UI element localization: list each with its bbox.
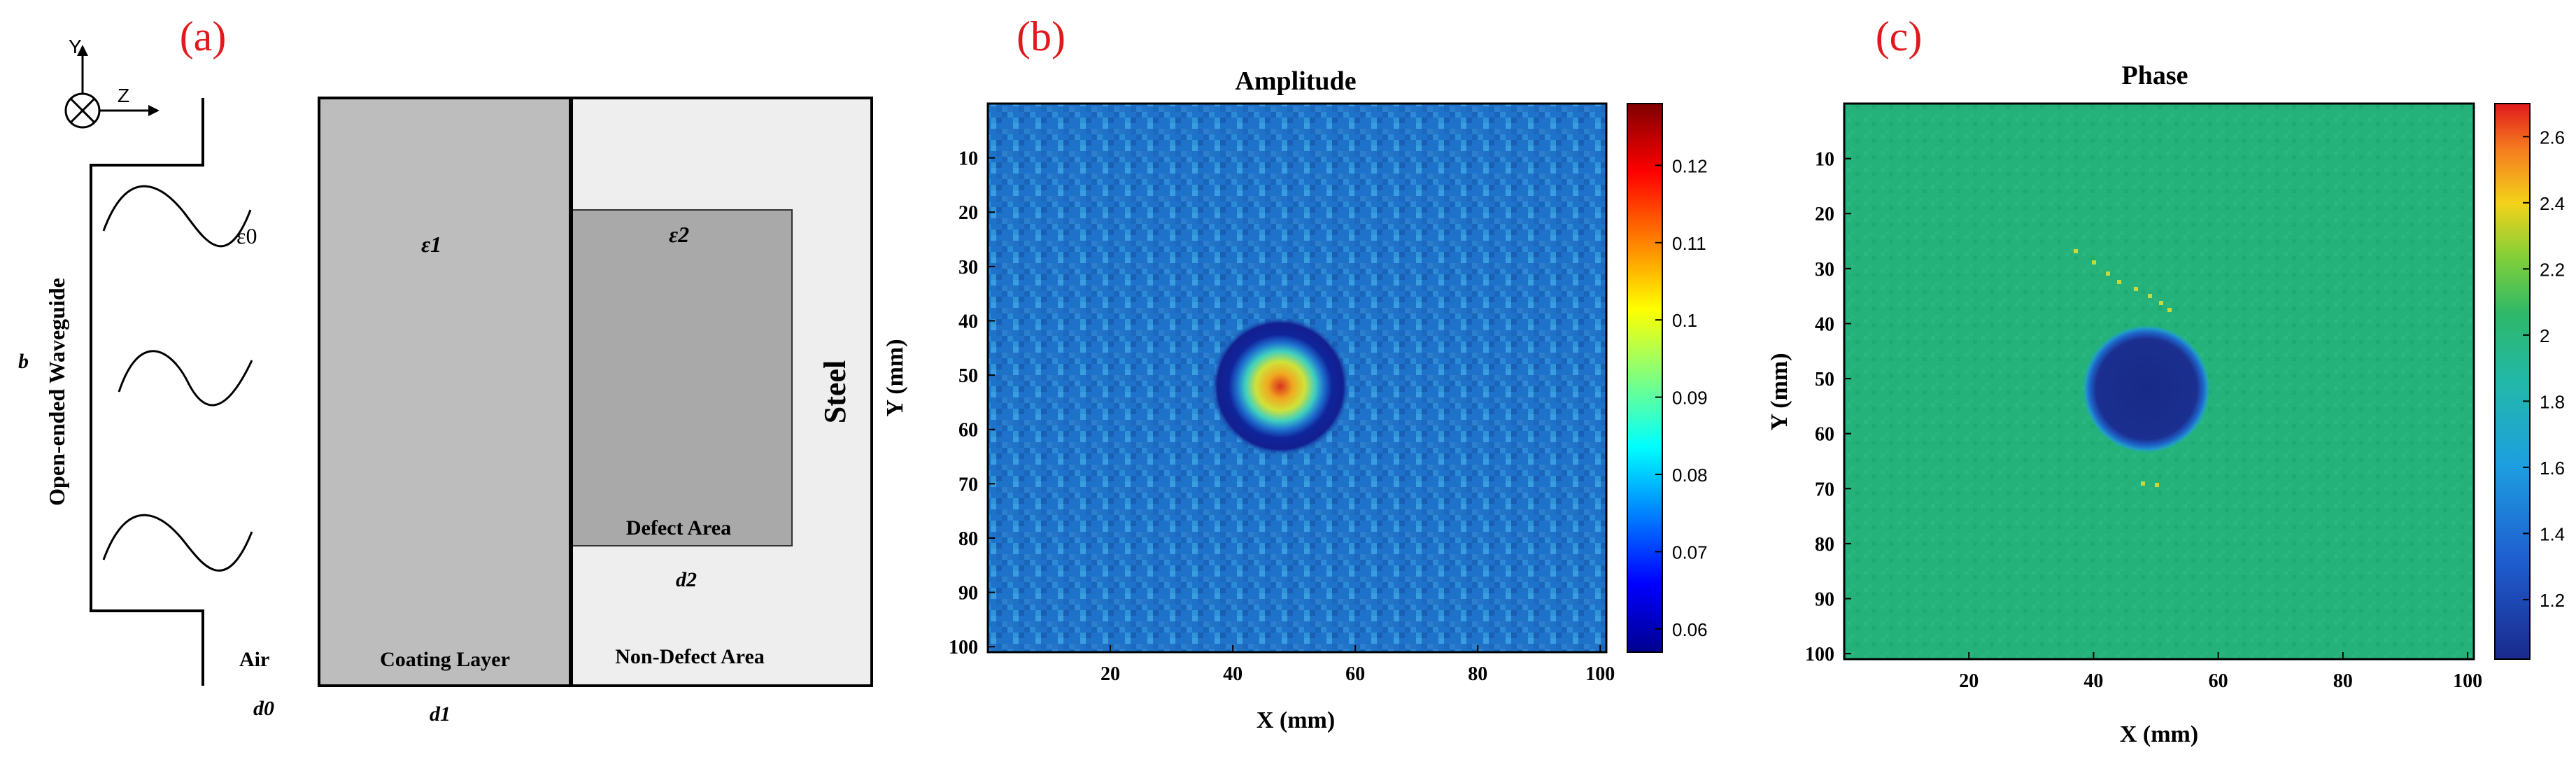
amp-cb-tick-label: 0.06 (1672, 619, 1708, 640)
axis-z-label: Z (118, 85, 129, 106)
amp-xtick-label: 100 (1585, 663, 1615, 685)
eps1-label: ε1 (421, 232, 441, 257)
phase-ytick-label: 10 (1815, 149, 1834, 171)
d1-label: d1 (430, 703, 451, 726)
amp-cb-tick-label: 0.11 (1672, 233, 1706, 254)
b-label: b (18, 350, 29, 373)
amp-cb-tick-label: 0.08 (1672, 465, 1708, 486)
air-label: Air (239, 648, 269, 671)
phase-ytick-label: 50 (1815, 369, 1834, 390)
axes-icon (64, 45, 160, 129)
d2-label: d2 (676, 568, 697, 591)
amp-xtick-label: 80 (1468, 663, 1487, 685)
defect-label: Defect Area (626, 516, 731, 539)
eps0-label: ε0 (236, 223, 257, 248)
phase-cb-tick-label: 2.6 (2540, 127, 2565, 148)
amp-defect-feature (1210, 316, 1350, 456)
waveguide-outline (90, 98, 204, 686)
panel-c: (c) Phase 20 40 60 80 100 10 20 30 40 50 60 70 80 90 1… (1767, 13, 2565, 747)
panel-b: (b) Amplitude 20 40 60 80 100 10 20 30 40 50 60 70 8… (882, 13, 1708, 733)
phase-ytick-label: 80 (1815, 534, 1834, 556)
phase-cb-tick-label: 1.2 (2540, 590, 2565, 611)
phase-title: Phase (2122, 61, 2188, 90)
amp-colorbar (1627, 103, 1663, 653)
amp-ytick-label: 60 (958, 420, 978, 442)
phase-xtick-label: 20 (1959, 670, 1979, 692)
amp-ticks: 20 40 60 80 100 10 20 30 40 50 60 70 80 90 100 (949, 148, 1615, 685)
phase-ytick-label: 60 (1815, 424, 1834, 446)
amp-ytick-label: 20 (958, 202, 978, 224)
phase-cb-tick-label: 1.6 (2540, 458, 2565, 479)
d0-label: d0 (253, 697, 274, 720)
phase-xtick-label: 60 (2209, 670, 2228, 692)
amp-ytick-label: 100 (949, 637, 978, 658)
panel-c-label: (c) (1876, 13, 1923, 59)
coating-layer (318, 97, 572, 687)
amp-colorbar-ticks: 0.06 0.07 0.08 0.09 0.1 0.11 0.12 (1655, 155, 1708, 640)
wave-3 (102, 514, 253, 572)
phase-speckle (2074, 249, 2172, 487)
phase-cb-tick-label: 2.2 (2540, 259, 2565, 280)
phase-cb-tick-label: 1.8 (2540, 391, 2565, 412)
amp-title: Amplitude (1235, 66, 1356, 96)
amp-ytick-label: 70 (958, 474, 978, 495)
axis-y-label: Y (69, 36, 82, 57)
amp-xtick-label: 40 (1223, 663, 1243, 685)
amp-ylabel: Y (mm) (882, 339, 908, 416)
phase-ylabel: Y (mm) (1767, 353, 1792, 430)
amp-cb-tick-label: 0.09 (1672, 388, 1708, 409)
phase-defect-feature (2082, 325, 2211, 453)
phase-ytick-label: 30 (1815, 259, 1834, 281)
phase-colorbar (2494, 103, 2531, 660)
panel-a-label: (a) (180, 13, 227, 59)
amp-ytick-label: 30 (958, 257, 978, 278)
phase-ytick-label: 70 (1815, 479, 1834, 500)
phase-xtick-label: 80 (2333, 670, 2353, 692)
defect-area (570, 209, 793, 546)
panel-a: (a) Y Z Open-ended Waveguide b ε0 ε1 ε2 … (18, 13, 873, 726)
amp-ytick-label: 50 (958, 365, 978, 387)
amp-cb-tick-label: 0.1 (1672, 310, 1697, 331)
phase-ytick-label: 90 (1815, 589, 1834, 611)
phase-cb-tick-label: 2.4 (2540, 193, 2565, 214)
amp-xtick-label: 60 (1345, 663, 1365, 685)
amp-cb-tick-label: 0.12 (1672, 155, 1708, 176)
phase-xtick-label: 100 (2453, 670, 2482, 692)
phase-cb-tick-label: 2 (2540, 325, 2549, 346)
phase-ytick-label: 40 (1815, 313, 1834, 335)
non-defect-label: Non-Defect Area (615, 645, 765, 668)
amp-ytick-label: 90 (958, 583, 978, 605)
amp-cb-tick-label: 0.07 (1672, 542, 1708, 563)
coating-label: Coating Layer (380, 648, 510, 671)
eps2-label: ε2 (669, 222, 689, 247)
amp-xtick-label: 20 (1101, 663, 1120, 685)
steel-label: Steel (818, 360, 852, 423)
phase-xlabel: X (mm) (2120, 721, 2198, 747)
phase-ytick-label: 20 (1815, 204, 1834, 225)
phase-ytick-label: 100 (1805, 644, 1834, 665)
phase-colorbar-ticks: 1.2 1.4 1.6 1.8 2 2.2 2.4 2.6 (2523, 127, 2565, 611)
amp-ytick-label: 10 (958, 148, 978, 170)
amp-xlabel: X (mm) (1257, 707, 1335, 733)
wave-1 (102, 185, 252, 248)
panel-b-label: (b) (1017, 13, 1066, 59)
wave-2 (118, 350, 253, 407)
phase-ticks: 20 40 60 80 100 10 20 30 40 50 60 70 80 90 100 (1805, 149, 2482, 692)
amp-ytick-label: 40 (958, 311, 978, 332)
amp-ytick-label: 80 (958, 528, 978, 550)
phase-cb-tick-label: 1.4 (2540, 523, 2565, 544)
phase-xtick-label: 40 (2083, 670, 2103, 692)
waveguide-label: Open-ended Waveguide (44, 278, 69, 506)
